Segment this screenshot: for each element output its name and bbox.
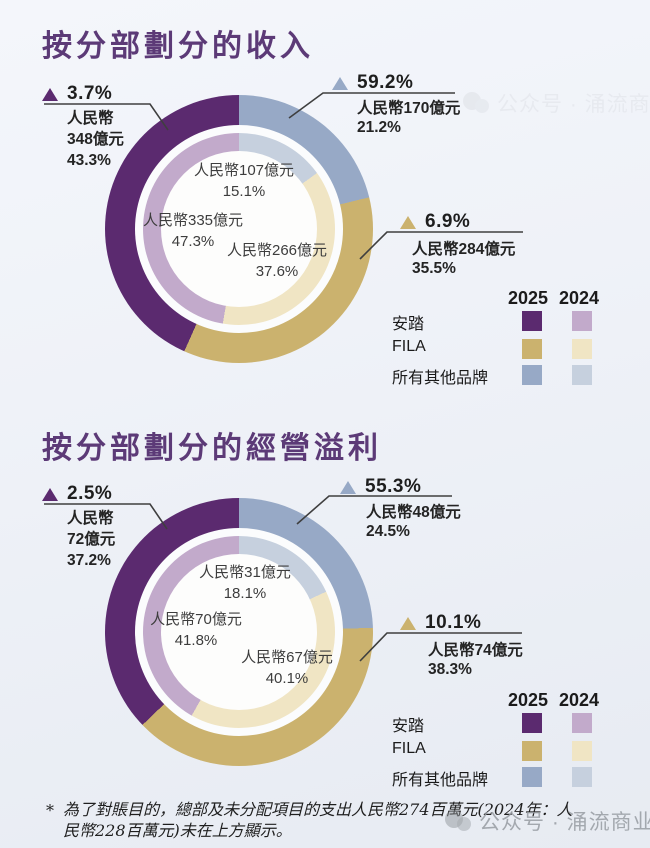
profit-donut-chart	[105, 498, 373, 766]
footnote-line-1: 為了對賬目的，總部及未分配項目的支出人民幣274百萬元(2024年：人	[63, 800, 573, 819]
revenue-chart-title: 按分部劃分的收入	[42, 30, 314, 63]
revenue-2024-label-other: 人民幣107億元 15.1%	[193, 162, 295, 200]
legend-label-other: 所有其他品牌	[392, 772, 489, 789]
legend-label-fila: FILA	[392, 338, 426, 355]
legend-swatch-other-2024	[572, 767, 592, 787]
legend-swatch-fila-2025	[522, 741, 542, 761]
footnote: * 為了對賬目的，總部及未分配項目的支出人民幣274百萬元(2024年：人 民幣…	[46, 799, 573, 841]
triangle-up-icon	[42, 87, 58, 101]
legend-swatch-fila-2024	[572, 339, 592, 359]
profit-callout-fila: 10.1% 人民幣74億元 38.3%	[400, 612, 523, 679]
wechat-account-icon	[445, 810, 471, 831]
legend-swatch-anta-2024	[572, 311, 592, 331]
legend-year-2025: 2025	[508, 690, 549, 710]
legend-swatch-other-2024	[572, 365, 592, 385]
legend-swatch-anta-2025	[522, 713, 542, 733]
profit-chart-title: 按分部劃分的經營溢利	[42, 432, 382, 465]
revenue-donut-chart	[105, 95, 373, 363]
legend-label-other: 所有其他品牌	[392, 370, 489, 387]
legend-swatch-fila-2024	[572, 741, 592, 761]
legend-swatch-anta-2024	[572, 713, 592, 733]
watermark-bottom: 公众号 · 涌流商业	[444, 806, 650, 836]
legend-swatch-fila-2025	[522, 339, 542, 359]
legend-year-2025: 2025	[508, 288, 549, 308]
triangle-up-icon	[340, 480, 356, 494]
legend-swatch-other-2025	[522, 365, 542, 385]
legend-year-2024: 2024	[559, 690, 600, 710]
profit-callout-other: 55.3% 人民幣48億元 24.5%	[340, 476, 461, 541]
watermark-top: 公众号 · 涌流商业	[462, 88, 650, 118]
footnote-asterisk: *	[46, 801, 54, 820]
revenue-2024-label-anta: 人民幣335億元 47.3%	[142, 212, 244, 250]
footnote-line-2: 民幣228百萬元)未在上方顯示。	[63, 821, 292, 840]
revenue-callout-fila: 6.9% 人民幣284億元 35.5%	[400, 211, 515, 278]
revenue-callout-other: 59.2% 人民幣170億元 21.2%	[332, 72, 460, 137]
revenue-donut-center	[161, 151, 317, 307]
revenue-legend: 2025 2024 安踏 FILA 所有其他品牌	[390, 288, 605, 390]
legend-swatch-other-2025	[522, 767, 542, 787]
profit-2024-label-anta: 人民幣70億元 41.8%	[150, 611, 242, 649]
revenue-2024-label-fila: 人民幣266億元 37.6%	[226, 242, 328, 280]
profit-legend: 2025 2024 安踏 FILA 所有其他品牌	[390, 690, 605, 792]
triangle-up-icon	[42, 487, 58, 501]
legend-swatch-anta-2025	[522, 311, 542, 331]
revenue-callout-anta: 3.7% 人民幣 348億元 43.3%	[42, 83, 124, 171]
legend-year-2024: 2024	[559, 288, 600, 308]
profit-callout-anta: 2.5% 人民幣 72億元 37.2%	[42, 483, 115, 571]
profit-2024-label-fila: 人民幣67億元 40.1%	[241, 649, 333, 687]
triangle-up-icon	[400, 616, 416, 630]
triangle-up-icon	[332, 76, 348, 90]
triangle-up-icon	[400, 215, 416, 229]
profit-donut-center	[161, 554, 317, 710]
legend-label-anta: 安踏	[392, 718, 425, 735]
legend-label-anta: 安踏	[392, 316, 425, 333]
profit-2024-label-other: 人民幣31億元 18.1%	[199, 564, 291, 602]
legend-label-fila: FILA	[392, 740, 426, 757]
wechat-account-icon	[463, 92, 489, 113]
